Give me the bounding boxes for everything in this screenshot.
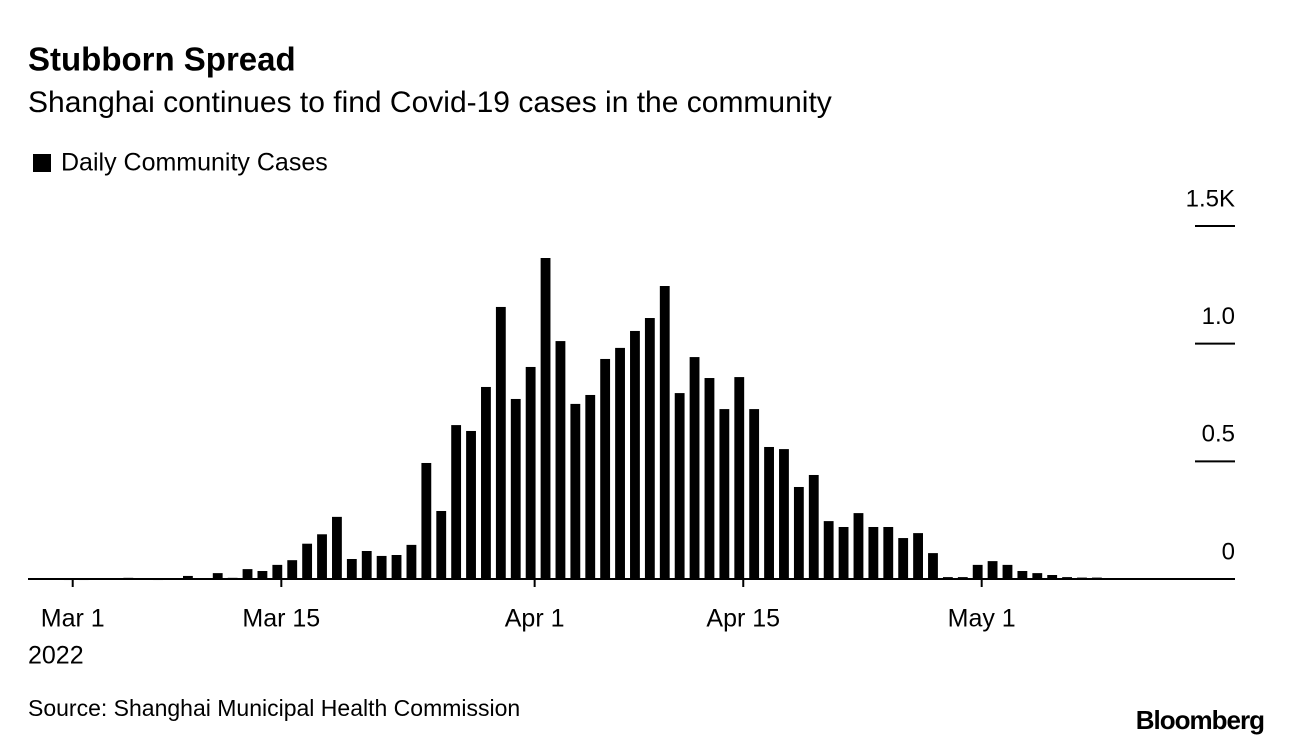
bar: [630, 330, 640, 579]
bar: [1017, 570, 1028, 579]
bar: [674, 393, 685, 579]
bar: [421, 462, 432, 579]
bar: [436, 510, 447, 579]
bar: [555, 341, 566, 579]
bar: [451, 425, 462, 579]
bar: [1002, 564, 1013, 579]
chart-subtitle: Shanghai continues to find Covid-19 case…: [28, 86, 832, 119]
x-tick-label: Apr 1: [505, 605, 565, 633]
bar: [570, 403, 581, 579]
bar: [615, 347, 625, 579]
y-tick-label: 0.5: [1202, 421, 1235, 448]
bar: [868, 526, 879, 579]
bar: [510, 398, 521, 579]
bar: [242, 569, 253, 579]
bar: [764, 446, 774, 579]
bar: [287, 560, 298, 579]
bar: [883, 526, 894, 579]
bar: [793, 486, 804, 579]
bar: [481, 386, 491, 579]
bar: [913, 533, 923, 579]
bar: [391, 554, 402, 579]
bar: [525, 366, 536, 579]
bar: [361, 550, 372, 579]
bar: [838, 526, 849, 579]
bar: [928, 553, 938, 579]
legend-swatch: [33, 154, 51, 172]
bar: [1032, 573, 1043, 579]
bar: [719, 409, 730, 579]
bar: [257, 570, 268, 579]
bar: [749, 409, 760, 579]
bar: [779, 449, 789, 579]
bar: [332, 516, 342, 579]
bar: [272, 564, 283, 579]
bar: [212, 573, 223, 579]
source: Source: Shanghai Municipal Health Commis…: [28, 695, 520, 721]
bar: [853, 513, 864, 579]
bar: [644, 318, 655, 579]
bar: [406, 544, 417, 579]
x-tick-label: May 1: [948, 605, 1016, 633]
y-tick-label: 1.5K: [1186, 185, 1235, 212]
bar: [704, 378, 715, 579]
bar: [182, 575, 193, 579]
bar: [734, 377, 745, 579]
bar: [659, 286, 670, 579]
bar: [808, 474, 819, 579]
bar: [317, 534, 327, 579]
x-year-label: 2022: [28, 642, 84, 670]
bar: [898, 538, 909, 579]
bar: [302, 543, 313, 579]
bar: [1047, 574, 1058, 579]
bar: [540, 258, 551, 579]
bar: [495, 306, 506, 579]
y-tick-label: 1.0: [1202, 303, 1235, 330]
bar: [689, 357, 700, 579]
bar: [585, 394, 596, 579]
bar: [987, 561, 998, 579]
x-tick-label: Mar 1: [41, 605, 105, 633]
x-tick-label: Apr 15: [706, 605, 780, 633]
bar: [972, 564, 983, 579]
bar: [823, 521, 834, 579]
bar: [466, 430, 476, 579]
y-tick-label: 0: [1222, 538, 1235, 565]
bar: [600, 358, 611, 579]
bar: [346, 558, 357, 579]
chart-title: Stubborn Spread: [28, 41, 296, 78]
legend-label: Daily Community Cases: [61, 149, 328, 177]
x-tick-label: Mar 15: [242, 605, 320, 633]
brand: Bloomberg: [1136, 705, 1264, 735]
bar: [376, 555, 387, 579]
